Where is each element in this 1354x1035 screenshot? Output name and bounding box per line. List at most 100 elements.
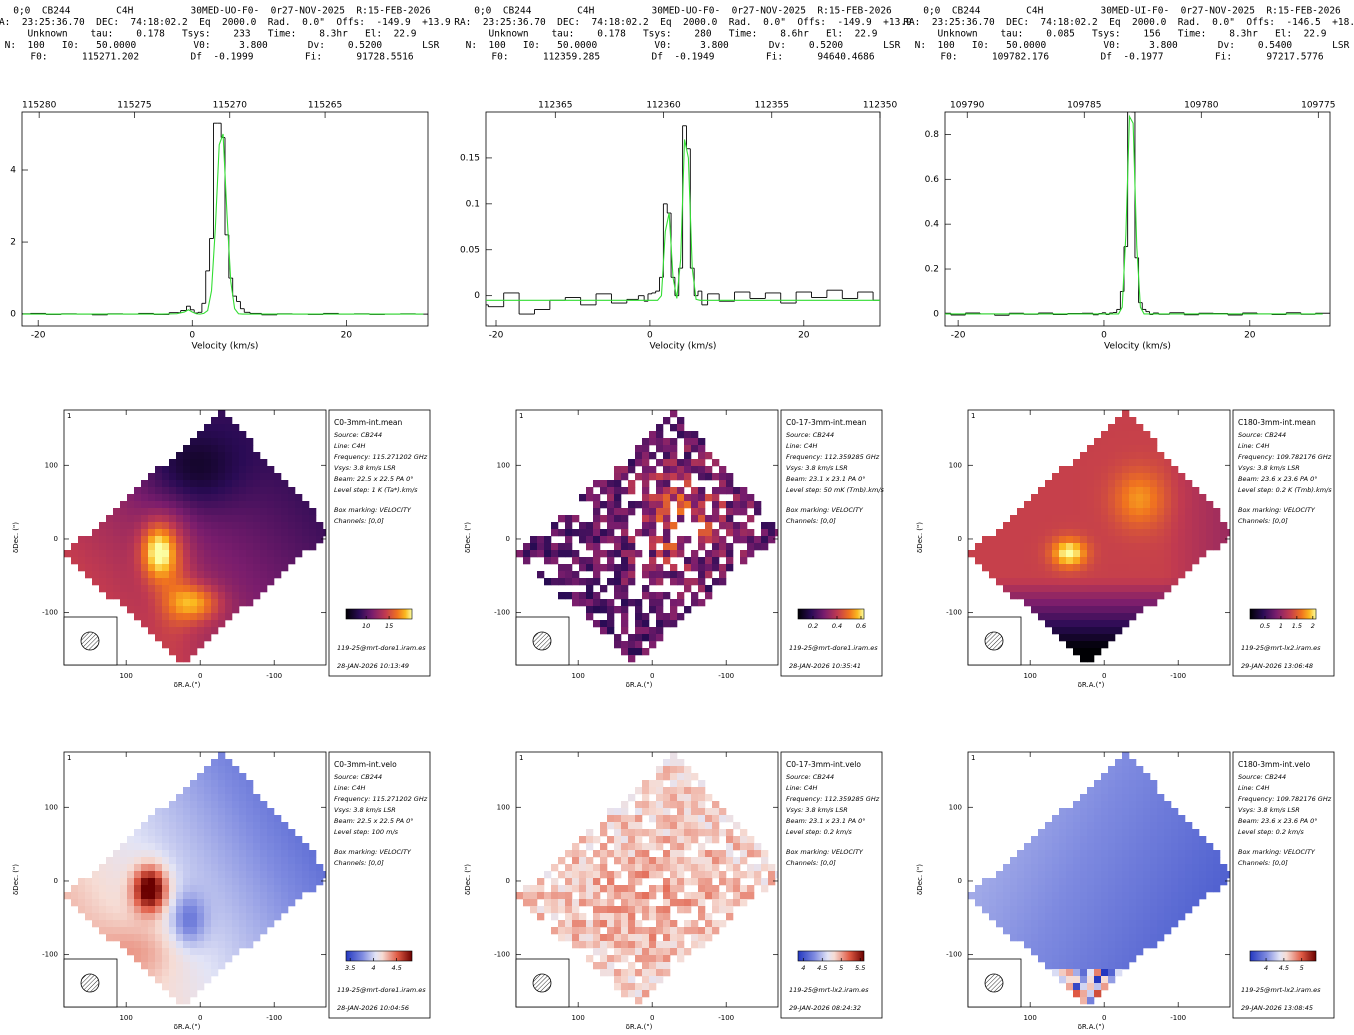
beam [985, 632, 1003, 650]
map-pixel [1157, 808, 1164, 815]
map-pixel [197, 976, 204, 983]
y-tick-label: 0 [474, 291, 480, 301]
map-pixel [628, 536, 635, 543]
map-pixel [663, 857, 670, 864]
map-pixel [169, 808, 176, 815]
map-pixel [1213, 871, 1220, 878]
map-pixel [656, 536, 663, 543]
map-pixel [649, 466, 656, 473]
map-pixel [127, 494, 134, 501]
map-pixel [1136, 850, 1143, 857]
map-pixel [740, 494, 747, 501]
colorbar-tick-label: 4 [801, 964, 805, 972]
map-pixel [1052, 885, 1059, 892]
map-pixel [1038, 934, 1045, 941]
map-pixel [1087, 808, 1094, 815]
map-pixel [1150, 843, 1157, 850]
map-pixel [169, 515, 176, 522]
map-pixel [1059, 815, 1066, 822]
map-pixel [246, 920, 253, 927]
map-pixel [211, 920, 218, 927]
map-pixel [197, 473, 204, 480]
map-pixel [1157, 473, 1164, 480]
map-pixel [1150, 920, 1157, 927]
map-pixel [197, 913, 204, 920]
map-pixel [120, 892, 127, 899]
map-pixel [1171, 857, 1178, 864]
map-pixel [1045, 508, 1052, 515]
map-pixel [1129, 487, 1136, 494]
map-pixel [1017, 864, 1024, 871]
map-pixel [1192, 515, 1199, 522]
map-pixel [996, 557, 1003, 564]
map-pixel [1143, 892, 1150, 899]
map-pixel [607, 850, 614, 857]
map-pixel [1122, 759, 1129, 766]
map-pixel [1024, 508, 1031, 515]
map-pixel [232, 836, 239, 843]
map-pixel [281, 871, 288, 878]
map-pixel [1094, 501, 1101, 508]
map-pixel [211, 473, 218, 480]
map-pixel [1080, 948, 1087, 955]
map-pixel [99, 927, 106, 934]
map-pixel [1101, 808, 1108, 815]
map-pixel [218, 934, 225, 941]
colorbar-tick-label: 3.5 [345, 964, 355, 972]
map-pixel [975, 892, 982, 899]
map-pixel [1101, 515, 1108, 522]
map-pixel [1059, 955, 1066, 962]
map-pixel [211, 962, 218, 969]
map-pixel [239, 808, 246, 815]
map-pixel [1129, 543, 1136, 550]
map-pixel [719, 480, 726, 487]
map-pixel [225, 564, 232, 571]
map-pixel [183, 871, 190, 878]
map-pixel [1192, 829, 1199, 836]
map-pixel [1038, 878, 1045, 885]
map-pixel [1108, 822, 1115, 829]
map-pixel [1143, 808, 1150, 815]
map-pixel [1087, 885, 1094, 892]
map-pixel [260, 466, 267, 473]
y-tick-label: 0.8 [925, 130, 940, 140]
map-pixel [600, 564, 607, 571]
map-pixel [551, 543, 558, 550]
map-pixel [1171, 494, 1178, 501]
map-pixel [1024, 557, 1031, 564]
map-pixel [316, 878, 323, 885]
map-pixel [1129, 480, 1136, 487]
map-pixel [218, 606, 225, 613]
map-pixel [628, 885, 635, 892]
map-pixel [572, 934, 579, 941]
map-pixel [1108, 927, 1115, 934]
map-pixel [1213, 857, 1220, 864]
map-pixel [190, 857, 197, 864]
map-pixel [197, 808, 204, 815]
map-pixel [120, 913, 127, 920]
map-pixel [663, 438, 670, 445]
map-pixel [134, 515, 141, 522]
map-pixel [148, 843, 155, 850]
map-pixel [155, 822, 162, 829]
map-pixel [1157, 494, 1164, 501]
map-pixel [1157, 480, 1164, 487]
map-pixel [176, 487, 183, 494]
map-pixel [267, 843, 274, 850]
map-pixel [169, 641, 176, 648]
map-pixel [1087, 466, 1094, 473]
map-pixel [691, 836, 698, 843]
map-pixel [155, 606, 162, 613]
map-pixel [1122, 885, 1129, 892]
map-pixel [211, 599, 218, 606]
map-pixel [239, 941, 246, 948]
map-pixel [183, 850, 190, 857]
map-pixel [740, 529, 747, 536]
map-pixel [607, 836, 614, 843]
map-pixel [684, 585, 691, 592]
x-axis-label: δR.A.(") [174, 681, 201, 689]
map-pixel [155, 466, 162, 473]
map-pixel [127, 515, 134, 522]
map-pixel [155, 808, 162, 815]
map-pixel [288, 857, 295, 864]
